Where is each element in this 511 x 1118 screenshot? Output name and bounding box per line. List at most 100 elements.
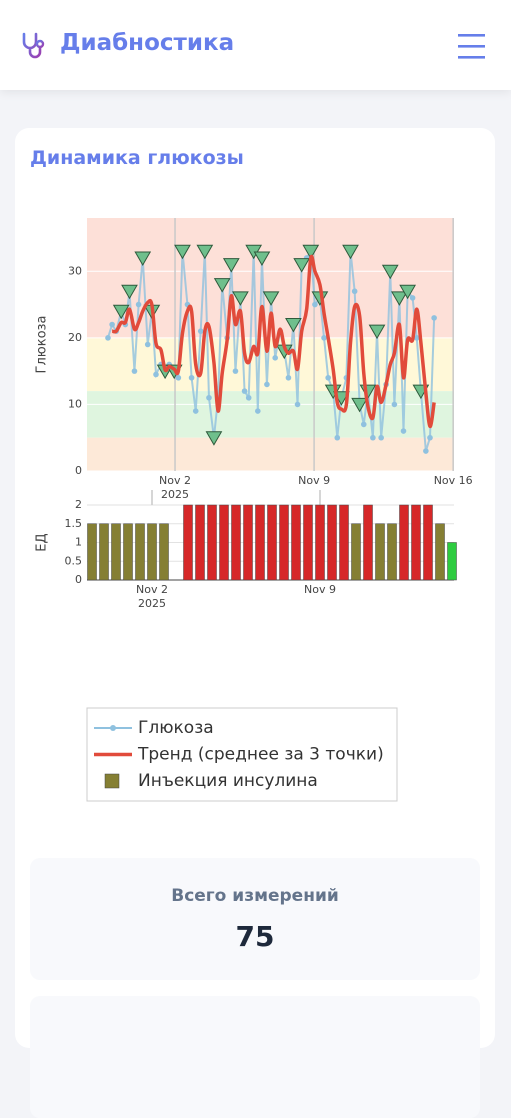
range-band xyxy=(87,337,454,392)
event-marker xyxy=(213,278,231,293)
glucose-point xyxy=(272,355,278,361)
glucose-point xyxy=(105,335,111,341)
insulin-bar xyxy=(351,523,361,581)
legend-label: Тренд (среднее за 3 точки) xyxy=(137,745,384,765)
insulin-bar xyxy=(411,504,421,581)
event-marker xyxy=(368,324,386,340)
insulin-bar xyxy=(303,504,313,581)
event-marker xyxy=(196,244,214,260)
x-tick-label: Nov 9 xyxy=(298,474,330,487)
insulin-bar xyxy=(291,504,301,581)
event-marker xyxy=(112,304,130,320)
event-marker xyxy=(293,258,311,273)
menu-button[interactable] xyxy=(458,33,485,59)
y-tick-label: 1 xyxy=(75,536,82,549)
glucose-point xyxy=(285,374,292,381)
glucose-point xyxy=(400,428,407,434)
insulin-bar xyxy=(123,523,133,581)
page: Диабностика Динамика глюкозы Всего измер… xyxy=(0,0,511,1048)
y-tick-label: 2 xyxy=(75,498,82,511)
insulin-bar xyxy=(231,504,241,581)
insulin-bar xyxy=(447,542,457,581)
event-marker xyxy=(262,291,280,306)
insulin-bar xyxy=(255,504,265,581)
stat-card xyxy=(30,996,480,1118)
glucose-point xyxy=(325,374,331,381)
glucose-point xyxy=(153,371,159,378)
insulin-bar xyxy=(363,504,373,581)
glucose-point xyxy=(431,315,437,321)
stat-value: 75 xyxy=(235,920,275,953)
event-marker xyxy=(205,431,223,446)
stat-card: Всего измерений 75 xyxy=(30,858,480,980)
glucose-point xyxy=(255,408,261,414)
x-tick-label: Nov 9 xyxy=(304,583,336,596)
insulin-bar xyxy=(279,504,289,581)
event-marker xyxy=(232,291,249,306)
app-title: Диабностика xyxy=(60,30,235,56)
insulin-bar xyxy=(147,523,157,581)
glucose-point xyxy=(409,295,416,301)
event-marker xyxy=(351,397,368,413)
event-marker xyxy=(381,264,399,280)
glucose-point xyxy=(427,434,433,441)
x-tick-label: Nov 2 2025 xyxy=(136,583,168,610)
event-marker xyxy=(174,244,191,260)
legend-swatch xyxy=(110,725,116,731)
insulin-bar xyxy=(159,523,169,581)
glucose-point xyxy=(232,368,239,374)
glucose-point xyxy=(334,434,341,441)
glucose-point xyxy=(188,374,195,381)
insulin-bar xyxy=(219,504,229,581)
range-band xyxy=(87,437,454,471)
event-marker xyxy=(390,291,408,306)
insulin-bar xyxy=(423,504,433,581)
event-marker xyxy=(253,251,271,266)
glucose-point xyxy=(391,401,398,408)
legend-label: Глюкоза xyxy=(138,718,214,738)
glucose-point xyxy=(370,434,376,441)
insulin-bar xyxy=(111,523,121,581)
glucose-point xyxy=(294,401,301,408)
insulin-bar xyxy=(267,504,277,581)
insulin-bar xyxy=(183,504,193,581)
stat-label: Всего измерений xyxy=(171,886,339,906)
y-tick-label: 1.5 xyxy=(65,517,83,530)
insulin-bar xyxy=(339,504,349,581)
trend-line xyxy=(111,254,436,429)
insulin-bar xyxy=(399,504,409,581)
event-marker xyxy=(121,284,138,300)
legend-label: Инъекция инсулина xyxy=(138,771,318,791)
glucose-point xyxy=(423,448,429,454)
y-tick-label: 20 xyxy=(68,331,82,344)
insulin-bar xyxy=(87,523,97,581)
insulin-bar xyxy=(99,523,109,581)
insulin-bar xyxy=(387,523,397,581)
range-band xyxy=(87,391,454,438)
glucose-point xyxy=(175,374,182,381)
y-tick-label: 0 xyxy=(75,573,82,586)
glucose-point xyxy=(197,328,204,334)
chart: 0 10 20 30 Nov 2 2025 Nov 9 Nov 16 Глюкоза 0 0.5 1 1… xyxy=(35,218,473,802)
card-title: Динамика глюкозы xyxy=(30,147,244,169)
y-tick-label: 10 xyxy=(68,397,82,410)
y-tick-label: 30 xyxy=(68,264,82,277)
insulin-bar xyxy=(375,523,385,581)
glucose-point xyxy=(241,388,248,394)
logo-icon xyxy=(22,32,45,59)
y-axis-title: ЕД xyxy=(35,533,50,551)
insulin-bar xyxy=(135,523,145,581)
insulin-bar xyxy=(195,504,205,581)
x-tick-label: Nov 2 2025 xyxy=(159,474,191,501)
event-marker xyxy=(399,284,417,300)
insulin-bar xyxy=(327,504,337,581)
event-marker xyxy=(285,318,302,333)
glucose-point xyxy=(321,335,327,341)
event-marker xyxy=(222,258,240,273)
glucose-point xyxy=(413,335,420,341)
glucose-point xyxy=(264,381,270,388)
event-marker xyxy=(342,244,359,260)
insulin-bar xyxy=(315,504,325,581)
glucose-point xyxy=(192,408,199,414)
glucose-point xyxy=(245,394,252,401)
